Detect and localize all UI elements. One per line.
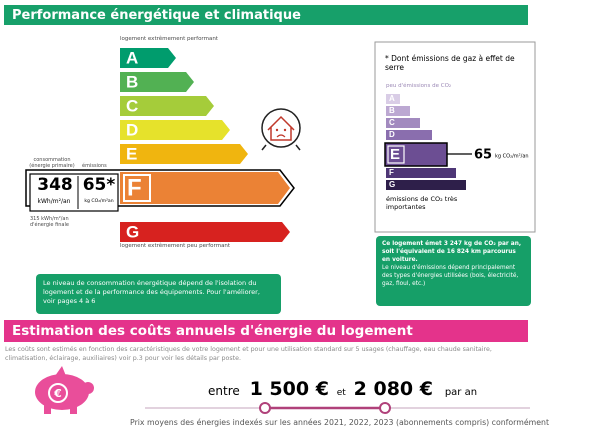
emissions-value: 65* (82, 175, 116, 195)
class-letter: G (126, 222, 139, 241)
ghg-bar (386, 106, 410, 116)
ghg-bar (386, 118, 420, 128)
ghg-bar (386, 94, 400, 104)
ghg-top-note: peu d'émissions de CO₂ (386, 83, 452, 89)
final-energy: 315 kWh/m²/an d'énergie finale (30, 216, 69, 228)
class-bar (120, 96, 214, 116)
ghg-bar (386, 180, 466, 190)
and-word: et (336, 388, 346, 398)
class-bar (120, 48, 176, 68)
ghg-unit: kg CO₂/m²/an (495, 154, 529, 160)
ghg-title: * Dont émissions de gaz à effet de serre (385, 54, 515, 72)
class-bar (120, 222, 290, 242)
consumption-unit: kWh/m²/an (37, 198, 71, 205)
range-handle (259, 402, 271, 414)
class-letter: F (127, 174, 142, 201)
consumption-value: 348 (37, 175, 73, 195)
class-letter: B (126, 72, 138, 91)
ghg-note-text: Le niveau d'émissions dépend principalem… (382, 265, 519, 287)
ghg-value: 65 (474, 148, 492, 163)
house-icon (261, 108, 301, 151)
class-letter: B (389, 106, 395, 115)
class-letter: A (126, 48, 138, 67)
class-letter: E (126, 144, 137, 163)
top-note: logement extrêmement performant (120, 36, 218, 42)
cost-range: entre 1 500 € et 2 080 € par an (208, 378, 477, 400)
current-outline (25, 169, 295, 207)
ghg-bar (386, 130, 432, 140)
cost-high: 2 080 € (353, 378, 433, 400)
value-box (29, 173, 119, 212)
ghg-bottom-note: émissions de CO₂ très importantes (386, 195, 458, 211)
cost-low: 1 500 € (249, 378, 329, 400)
range-handle (379, 402, 391, 414)
class-letter: E (390, 146, 400, 163)
class-bar (120, 144, 248, 164)
costs-description: Les coûts sont estimés en fonction des c… (5, 346, 492, 362)
from-word: entre (208, 384, 240, 398)
ghg-note: Ce logement émet 3 247 kg de CO₂ par an,… (376, 236, 531, 306)
class-letter: D (389, 130, 395, 139)
costs-graphics: € (35, 366, 530, 414)
emissions-unit: kg CO₂/m²an (84, 199, 114, 204)
costs-footnote: Prix moyens des énergies indexés sur les… (130, 418, 550, 427)
section-header: Estimation des coûts annuels d'énergie d… (4, 320, 528, 342)
ghg-bar (386, 168, 456, 178)
current-marker (123, 174, 151, 202)
class-bar (120, 120, 230, 140)
per-year: par an (444, 387, 478, 398)
class-letter: G (389, 180, 395, 189)
emissions-label: émissions (82, 163, 107, 169)
graphics: A B C D E F G A B C D E F G (25, 41, 536, 242)
energy-note: Le niveau de consommation énergétique dé… (36, 274, 281, 314)
class-letter: D (126, 120, 138, 139)
svg-text:€: € (53, 387, 62, 400)
class-letter: C (126, 96, 138, 115)
current-marker (387, 145, 405, 164)
ghg-note-bold: Ce logement émet 3 247 kg de CO₂ par an,… (382, 241, 522, 263)
class-letter: C (389, 118, 395, 127)
class-bar (120, 172, 290, 204)
class-letter: A (389, 94, 395, 103)
bottom-note: logement extrêmement peu performant (120, 243, 231, 249)
class-letter: F (389, 168, 394, 177)
section-header: Performance énergétique et climatique (4, 5, 528, 25)
piggy-bank-icon: € (35, 366, 94, 414)
consumption-label: consommation (énergie primaire) (29, 157, 75, 169)
class-bar (120, 72, 194, 92)
